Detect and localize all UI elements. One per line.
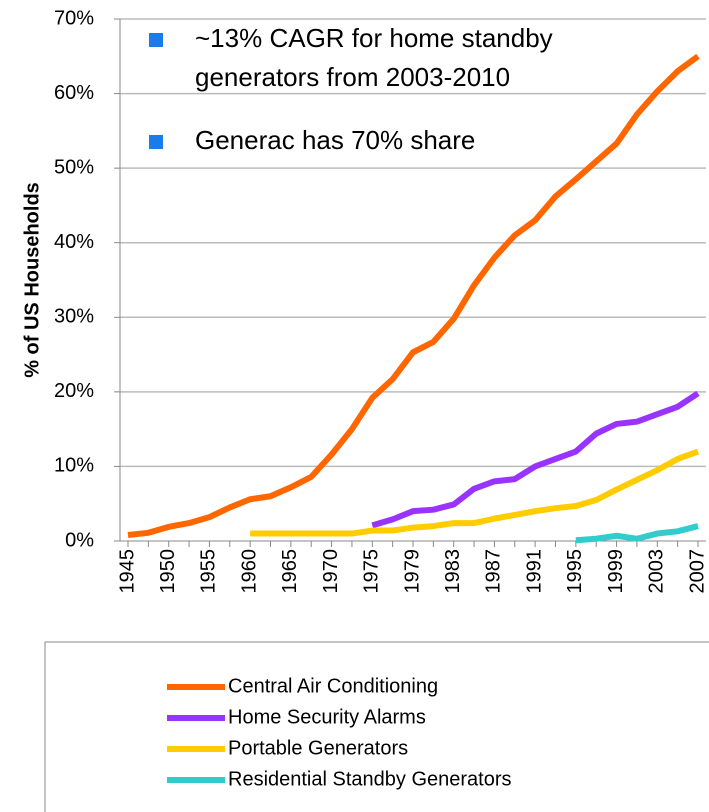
- bullet: [149, 33, 163, 47]
- x-tick-label: 1950: [157, 549, 179, 594]
- annotation: generators from 2003-2010: [195, 62, 510, 92]
- y-tick-label: 20%: [54, 380, 94, 402]
- y-tick-label: 10%: [54, 455, 94, 477]
- legend-label: Home Security Alarms: [228, 706, 426, 728]
- x-tick-label: 1945: [116, 549, 138, 594]
- legend-label: Portable Generators: [228, 737, 408, 759]
- y-axis-label: % of US Households: [21, 182, 43, 378]
- y-tick-label: 30%: [54, 306, 94, 328]
- x-tick-label: 1960: [238, 549, 260, 594]
- legend-label: Central Air Conditioning: [228, 675, 438, 697]
- x-tick-label: 1955: [198, 549, 220, 594]
- annotation: ~13% CAGR for home standby: [195, 23, 553, 53]
- x-tick-label: 1995: [564, 549, 586, 594]
- x-tick-label: 1975: [361, 549, 383, 594]
- series-line: [127, 53, 700, 539]
- y-tick-label: 0%: [65, 529, 94, 551]
- x-tick-label: 1965: [279, 549, 301, 594]
- legend-box: [44, 641, 709, 812]
- annotation: Generac has 70% share: [195, 125, 475, 155]
- x-tick-label: 1987: [483, 549, 505, 594]
- legend-label: Residential Standby Generators: [228, 768, 512, 790]
- y-tick-label: 60%: [54, 82, 94, 104]
- bullet: [149, 135, 163, 149]
- x-tick-label: 1983: [442, 549, 464, 594]
- x-tick-label: 2007: [686, 549, 708, 594]
- x-tick-label: 1970: [320, 549, 342, 594]
- series-line: [575, 523, 699, 544]
- x-tick-label: 1979: [401, 549, 423, 594]
- x-tick-label: 1999: [605, 549, 627, 594]
- series-line: [371, 390, 700, 529]
- series-line: [250, 448, 700, 537]
- x-tick-label: 1991: [523, 549, 545, 594]
- x-tick-label: 2003: [646, 549, 668, 594]
- y-tick-label: 70%: [54, 7, 94, 29]
- y-tick-label: 40%: [54, 231, 94, 253]
- y-tick-label: 50%: [54, 156, 94, 178]
